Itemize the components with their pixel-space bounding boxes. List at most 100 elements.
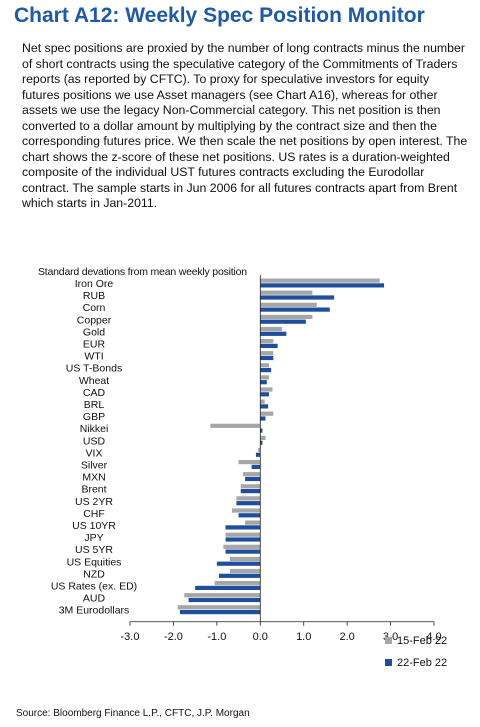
category-label: US 10YR <box>72 520 116 532</box>
bar-prev-us-t-bonds <box>260 363 269 368</box>
bar-prev-gold <box>260 326 282 332</box>
category-label: BRL <box>84 399 105 411</box>
category-label: RUB <box>83 290 105 302</box>
bar-prev-us-2yr <box>236 496 261 501</box>
bar-curr-gbp <box>260 416 266 421</box>
category-label: EUR <box>83 339 106 351</box>
bar-curr-nzd <box>219 573 261 578</box>
category-label: CAD <box>83 387 106 399</box>
category-label: Brent <box>81 484 106 496</box>
category-label: USD <box>83 435 106 447</box>
x-tick-label: 1.0 <box>296 631 311 643</box>
chart-title: Chart A12: Weekly Spec Position Monitor <box>14 4 425 27</box>
x-tick-label: 4.0 <box>426 631 441 643</box>
bar-prev-usd <box>260 435 266 440</box>
x-tick-label: 2.0 <box>339 631 354 643</box>
bar-prev-3m-eurodollars <box>177 605 261 610</box>
bar-prev-gbp <box>260 411 274 416</box>
category-label: US T-Bonds <box>66 363 122 375</box>
bar-curr-usd <box>260 440 263 445</box>
bar-curr-corn <box>260 307 330 312</box>
bar-prev-us-5yr <box>223 544 261 549</box>
bar-curr-us-rates-ex-ed- <box>195 585 261 590</box>
bar-prev-wheat <box>260 375 269 380</box>
bar-curr-chf <box>238 513 261 518</box>
legend-label-1: 22-Feb 22 <box>397 657 447 669</box>
bar-curr-jpy <box>225 537 261 542</box>
bar-curr-wheat <box>260 380 267 385</box>
bar-curr-iron-ore <box>260 283 385 288</box>
category-label: 3M Eurodollars <box>59 605 130 617</box>
bar-curr-silver <box>251 464 261 469</box>
category-label: US 5YR <box>75 544 113 556</box>
category-label: Iron Ore <box>75 278 114 290</box>
bar-prev-aud <box>184 593 261 598</box>
category-label: Silver <box>81 460 108 472</box>
category-label: Nikkei <box>80 423 109 435</box>
legend-label-0: 15-Feb 22 <box>397 635 447 647</box>
bar-prev-silver <box>238 460 261 465</box>
bar-prev-chf <box>232 508 261 513</box>
bar-curr-nikkei <box>260 428 263 433</box>
bar-curr-brl <box>260 404 269 409</box>
x-tick-label: -1.0 <box>207 631 226 643</box>
bar-curr-us-equities <box>216 561 261 566</box>
bar-prev-iron-ore <box>260 278 380 283</box>
category-label: Corn <box>83 302 106 314</box>
category-label: MXN <box>82 472 105 484</box>
bar-prev-nikkei <box>210 423 261 428</box>
category-label: Wheat <box>79 375 109 387</box>
bar-curr-wti <box>260 355 274 361</box>
legend-swatch-1 <box>385 659 392 666</box>
legend-swatch-0 <box>385 637 392 644</box>
category-label: Gold <box>83 326 105 338</box>
bar-curr-us-2yr <box>236 501 261 506</box>
x-tick-label: -2.0 <box>164 631 183 643</box>
bar-prev-brent <box>240 484 261 489</box>
bar-prev-vix <box>258 447 261 453</box>
bar-curr-vix <box>255 452 261 457</box>
x-tick-label: 0.0 <box>253 631 268 643</box>
bar-curr-aud <box>188 597 261 603</box>
source-note: Source: Bloomberg Finance L.P., CFTC, J.… <box>16 708 250 719</box>
x-tick-label: -3.0 <box>121 631 140 643</box>
bar-curr-us-5yr <box>225 549 261 554</box>
category-label: WTI <box>84 351 103 363</box>
bar-prev-us-equities <box>229 556 261 561</box>
bar-prev-us-10yr <box>245 520 261 525</box>
category-label: NZD <box>83 568 105 580</box>
category-label: US Rates (ex. ED) <box>51 581 137 593</box>
bar-prev-copper <box>260 314 313 319</box>
bar-curr-us-t-bonds <box>260 368 272 373</box>
bar-curr-brent <box>240 489 261 494</box>
bar-curr-3m-eurodollars <box>179 610 261 615</box>
bar-prev-brl <box>260 399 265 404</box>
category-label: CHF <box>83 508 105 520</box>
category-label: VIX <box>86 447 103 459</box>
bar-curr-gold <box>260 331 287 336</box>
bar-curr-rub <box>260 295 335 300</box>
bar-prev-rub <box>260 290 313 295</box>
category-label: US Equities <box>67 556 122 568</box>
chart-description: Net spec positions are proxied by the nu… <box>22 41 468 210</box>
bar-curr-mxn <box>245 476 261 482</box>
category-label: US 2YR <box>75 496 113 508</box>
category-label: Copper <box>77 314 112 326</box>
bar-prev-wti <box>260 351 274 356</box>
y-axis-label: Standard devations from mean weekly posi… <box>38 266 247 278</box>
bar-prev-corn <box>260 302 317 307</box>
bar-curr-cad <box>260 392 269 397</box>
category-label: AUD <box>83 593 106 605</box>
bar-prev-eur <box>260 339 274 344</box>
bar-prev-jpy <box>225 532 261 537</box>
bar-prev-us-rates-ex-ed- <box>214 581 261 586</box>
bar-curr-eur <box>260 343 278 348</box>
bar-prev-cad <box>260 387 273 392</box>
bar-prev-nzd <box>229 568 261 574</box>
bar-curr-copper <box>260 319 306 324</box>
category-label: GBP <box>83 411 105 423</box>
category-label: JPY <box>84 532 103 544</box>
bar-curr-us-10yr <box>225 525 261 530</box>
bar-prev-mxn <box>242 472 261 477</box>
